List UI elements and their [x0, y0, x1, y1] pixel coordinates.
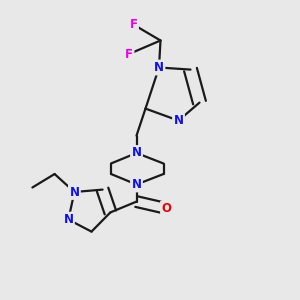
- Text: F: F: [125, 47, 133, 61]
- Text: N: N: [173, 114, 184, 127]
- Text: N: N: [173, 114, 184, 127]
- Text: O: O: [161, 202, 172, 215]
- Text: N: N: [131, 178, 142, 191]
- Text: N: N: [69, 185, 80, 199]
- Text: F: F: [125, 47, 133, 61]
- Text: F: F: [130, 18, 137, 31]
- Text: N: N: [154, 61, 164, 74]
- Text: N: N: [63, 213, 74, 226]
- Text: N: N: [154, 61, 164, 74]
- Text: F: F: [130, 18, 137, 31]
- Text: N: N: [131, 178, 142, 191]
- Text: N: N: [69, 185, 80, 199]
- Text: N: N: [131, 146, 142, 160]
- Text: N: N: [131, 146, 142, 160]
- Text: N: N: [63, 213, 74, 226]
- Text: O: O: [161, 202, 172, 215]
